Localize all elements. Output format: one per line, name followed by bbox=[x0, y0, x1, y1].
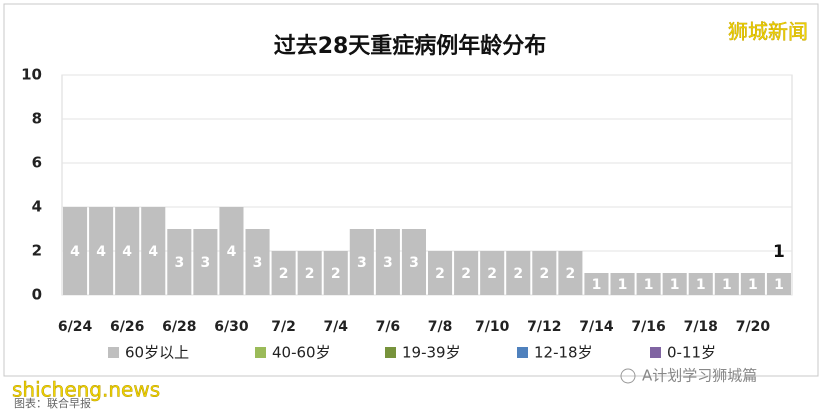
bar bbox=[428, 251, 453, 295]
bar bbox=[349, 229, 374, 295]
x-tick-label: 7/10 bbox=[475, 319, 510, 335]
bar bbox=[167, 229, 192, 295]
bar bbox=[714, 273, 739, 295]
y-tick-label: 10 bbox=[21, 66, 42, 84]
bar bbox=[532, 251, 557, 295]
data-label: 3 bbox=[409, 255, 419, 271]
bar bbox=[323, 251, 348, 295]
legend-swatch bbox=[385, 347, 396, 358]
x-tick-label: 7/16 bbox=[631, 319, 665, 335]
data-label: 3 bbox=[357, 255, 367, 271]
data-label: 2 bbox=[279, 266, 289, 282]
data-label: 2 bbox=[513, 266, 523, 282]
x-tick-label: 7/18 bbox=[684, 319, 718, 335]
bar bbox=[610, 273, 635, 295]
wechat-icon bbox=[620, 368, 636, 384]
legend-label: 40-60岁 bbox=[272, 344, 331, 362]
bar bbox=[688, 273, 713, 295]
bar bbox=[193, 229, 218, 295]
data-label: 4 bbox=[96, 244, 106, 260]
chart-title: 过去28天重症病例年龄分布 bbox=[274, 33, 547, 59]
data-label: 1 bbox=[592, 277, 602, 293]
data-label: 3 bbox=[174, 255, 184, 271]
legend-swatch bbox=[255, 347, 266, 358]
annotation: 1 bbox=[773, 242, 785, 262]
x-tick-label: 7/20 bbox=[736, 319, 771, 335]
data-label: 2 bbox=[331, 266, 341, 282]
legend-label: 19-39岁 bbox=[402, 344, 461, 362]
data-label: 2 bbox=[461, 266, 471, 282]
x-tick-label: 7/4 bbox=[323, 319, 348, 335]
bar bbox=[454, 251, 479, 295]
bar bbox=[740, 273, 765, 295]
bar bbox=[401, 229, 426, 295]
data-label: 3 bbox=[253, 255, 263, 271]
x-tick-label: 7/2 bbox=[271, 319, 296, 335]
data-label: 1 bbox=[670, 277, 680, 293]
bar bbox=[245, 229, 270, 295]
bar bbox=[636, 273, 661, 295]
x-tick-label: 6/30 bbox=[214, 319, 249, 335]
watermark: shicheng.news bbox=[12, 378, 160, 402]
data-label: 4 bbox=[148, 244, 158, 260]
data-label: 2 bbox=[305, 266, 315, 282]
data-label: 1 bbox=[644, 277, 654, 293]
legend-swatch bbox=[650, 347, 661, 358]
x-tick-label: 7/6 bbox=[376, 319, 401, 335]
bar bbox=[297, 251, 322, 295]
bar bbox=[63, 207, 88, 295]
bar bbox=[271, 251, 296, 295]
bar bbox=[115, 207, 140, 295]
data-label: 4 bbox=[70, 244, 80, 260]
legend-swatch bbox=[108, 347, 119, 358]
data-label: 1 bbox=[774, 277, 784, 293]
bar bbox=[480, 251, 505, 295]
y-tick-label: 2 bbox=[32, 242, 42, 260]
source: 图表：联合早报 bbox=[14, 396, 91, 410]
bar bbox=[662, 273, 687, 295]
data-label: 3 bbox=[201, 255, 211, 271]
data-label: 1 bbox=[696, 277, 706, 293]
x-tick-label: 6/28 bbox=[162, 319, 196, 335]
bar bbox=[506, 251, 531, 295]
bar bbox=[584, 273, 609, 295]
data-label: 1 bbox=[722, 277, 732, 293]
y-tick-label: 8 bbox=[32, 110, 42, 128]
data-label: 2 bbox=[435, 266, 445, 282]
bar bbox=[375, 229, 400, 295]
bar bbox=[766, 273, 791, 295]
bar bbox=[89, 207, 114, 295]
data-label: 3 bbox=[383, 255, 393, 271]
watermark: 狮城新闻 bbox=[728, 20, 808, 44]
bar bbox=[219, 207, 244, 295]
chart-frame bbox=[3, 3, 819, 377]
y-tick-label: 6 bbox=[32, 154, 42, 172]
legend-label: 12-18岁 bbox=[534, 344, 593, 362]
data-label: 1 bbox=[618, 277, 628, 293]
bar bbox=[141, 207, 166, 295]
bar bbox=[558, 251, 583, 295]
data-label: 4 bbox=[227, 244, 237, 260]
legend-swatch bbox=[517, 347, 528, 358]
account: A计划学习狮城篇 bbox=[642, 367, 757, 385]
data-label: 1 bbox=[748, 277, 758, 293]
x-tick-label: 7/14 bbox=[579, 319, 614, 335]
legend-label: 60岁以上 bbox=[125, 344, 189, 362]
x-tick-label: 6/24 bbox=[58, 319, 93, 335]
y-tick-label: 4 bbox=[32, 198, 42, 216]
data-label: 2 bbox=[566, 266, 576, 282]
data-label: 2 bbox=[539, 266, 549, 282]
data-label: 4 bbox=[122, 244, 132, 260]
x-tick-label: 7/8 bbox=[428, 319, 453, 335]
x-tick-label: 6/26 bbox=[110, 319, 144, 335]
data-label: 2 bbox=[487, 266, 497, 282]
y-tick-label: 0 bbox=[32, 286, 42, 304]
x-tick-label: 7/12 bbox=[527, 319, 561, 335]
legend-label: 0-11岁 bbox=[667, 344, 716, 362]
